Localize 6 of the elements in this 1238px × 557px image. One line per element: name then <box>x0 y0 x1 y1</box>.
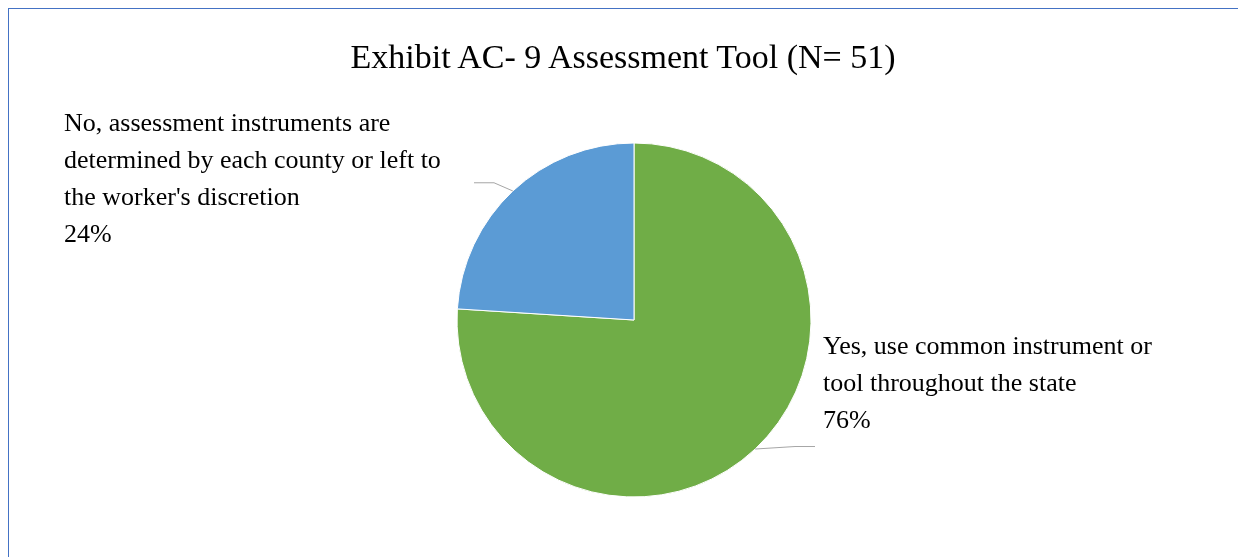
chart-title: Exhibit AC- 9 Assessment Tool (N= 51) <box>350 38 896 76</box>
pie-slice <box>456 142 812 498</box>
data-label: 24% <box>64 218 112 248</box>
slice-label: No, assessment instruments are determined by each county or left to the worker's discretion <box>64 107 441 211</box>
data-label: 76% <box>823 405 871 435</box>
slice-label: Yes, use common instrument or tool throughout the state <box>823 331 1153 398</box>
